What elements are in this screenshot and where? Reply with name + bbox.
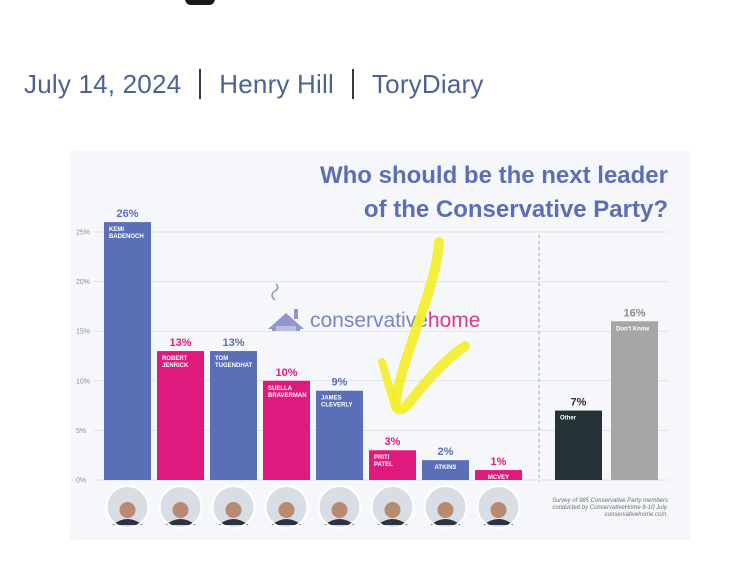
bar-name-label-suella-braverman: SUELLA [268,386,293,392]
bar-name-label-mcvey: MCVEY [488,475,509,481]
chart-title-line-2: of the Conservative Party? [364,196,668,223]
bar-suella-braverman [263,380,310,480]
value-label-mcvey: 1% [491,456,507,468]
value-label-priti-patel: 3% [385,436,401,448]
bar-tom-tugendhat [210,351,257,480]
bar-name-label-tom-tugendhat: TOM [215,356,228,362]
bar-name-label-robert-jenrick: ROBERT [162,356,188,362]
bar-kemi-badenoch [104,222,151,480]
bar-other [555,410,602,480]
candidate-photos [105,485,521,529]
highlighter-arrow-annotation [378,358,400,412]
article-meta: July 14, 2024 Henry Hill ToryDiary [24,64,484,104]
value-label-kemi-badenoch: 26% [116,208,138,220]
candidate-photo-james-cleverly [317,485,362,529]
bar-robert-jenrick [157,351,204,480]
article-date-link[interactable]: July 14, 2024 [24,68,182,99]
y-tick-label: 20% [76,279,90,286]
bar-name-label-kemi-badenoch: KEMI [109,227,124,233]
candidate-photo-kemi-badenoch [105,485,150,529]
value-label-atkins: 2% [438,446,454,458]
bar-name-label-james-cleverly: CLEVERLY [321,403,352,409]
bar-name-label-priti-patel: PATEL [374,462,393,468]
chart-title-line-1: Who should be the next leader [320,162,668,189]
y-tick-label: 10% [76,378,90,385]
svg-text:conservativehome: conservativehome [310,309,480,332]
poll-chart-image: 0% 5% 10% 15% 20% 25% Who should be the next … [70,150,690,540]
y-tick-label: 25% [76,230,90,237]
value-label-don-t-know: 16% [623,307,645,319]
logo-text-conservative: conservative [310,309,428,332]
bar-name-label-other: Other [560,416,577,422]
candidate-photo-tom-tugendhat [211,485,256,529]
logo-text-home: home [428,309,481,332]
bar-name-label-don-t-know: Don't Know [616,326,649,332]
author-link[interactable]: Henry Hill [219,68,334,99]
bar-name-label-atkins: ATKINS [435,465,457,471]
meta-separator [199,69,202,99]
value-label-james-cleverly: 9% [332,377,348,389]
bar-james-cleverly [316,390,363,480]
candidate-photo-mcvey [476,485,521,529]
y-tick-label: 0% [76,478,86,485]
section-link[interactable]: ToryDiary [371,68,484,99]
source-note-line-3: conservativehome.com. [605,512,668,518]
bar-mcvey [475,470,522,480]
candidate-photo-atkins [423,485,468,529]
bar-name-label-suella-braverman: BRAVERMAN [268,393,307,399]
candidate-photo-priti-patel [370,485,415,529]
bar-name-label-tom-tugendhat: TUGENDHAT [215,363,253,369]
bar-chart: 0% 5% 10% 15% 20% 25% Who should be the next … [76,162,668,529]
bar-atkins [422,460,469,480]
y-axis: 0% 5% 10% 15% 20% 25% [76,230,90,485]
y-tick-label: 5% [76,428,86,435]
value-label-other: 7% [571,397,587,409]
bar-name-label-robert-jenrick: JENRICK [162,363,189,369]
house-icon [268,283,304,331]
source-note-line-2: conducted by ConservativeHome 8-10 July. [552,505,668,511]
bar-priti-patel [369,450,416,480]
value-label-suella-braverman: 10% [275,367,297,379]
candidate-photo-robert-jenrick [158,485,203,529]
candidate-photo-suella-braverman [264,485,309,529]
bar-don-t-know [611,321,658,480]
value-label-tom-tugendhat: 13% [222,337,244,349]
bar-name-label-priti-patel: PRITI [374,455,390,461]
value-label-robert-jenrick: 13% [169,337,191,349]
meta-separator [351,69,354,99]
bar-name-label-james-cleverly: JAMES [321,396,342,402]
conservativehome-logo: conservativehome [268,283,480,332]
heading-fragment [185,0,215,5]
bar-name-label-kemi-badenoch: BADENOCH [109,234,144,240]
source-note-line-1: Survey of 985 Conservative Party members [552,498,668,504]
y-tick-label: 15% [76,329,90,336]
